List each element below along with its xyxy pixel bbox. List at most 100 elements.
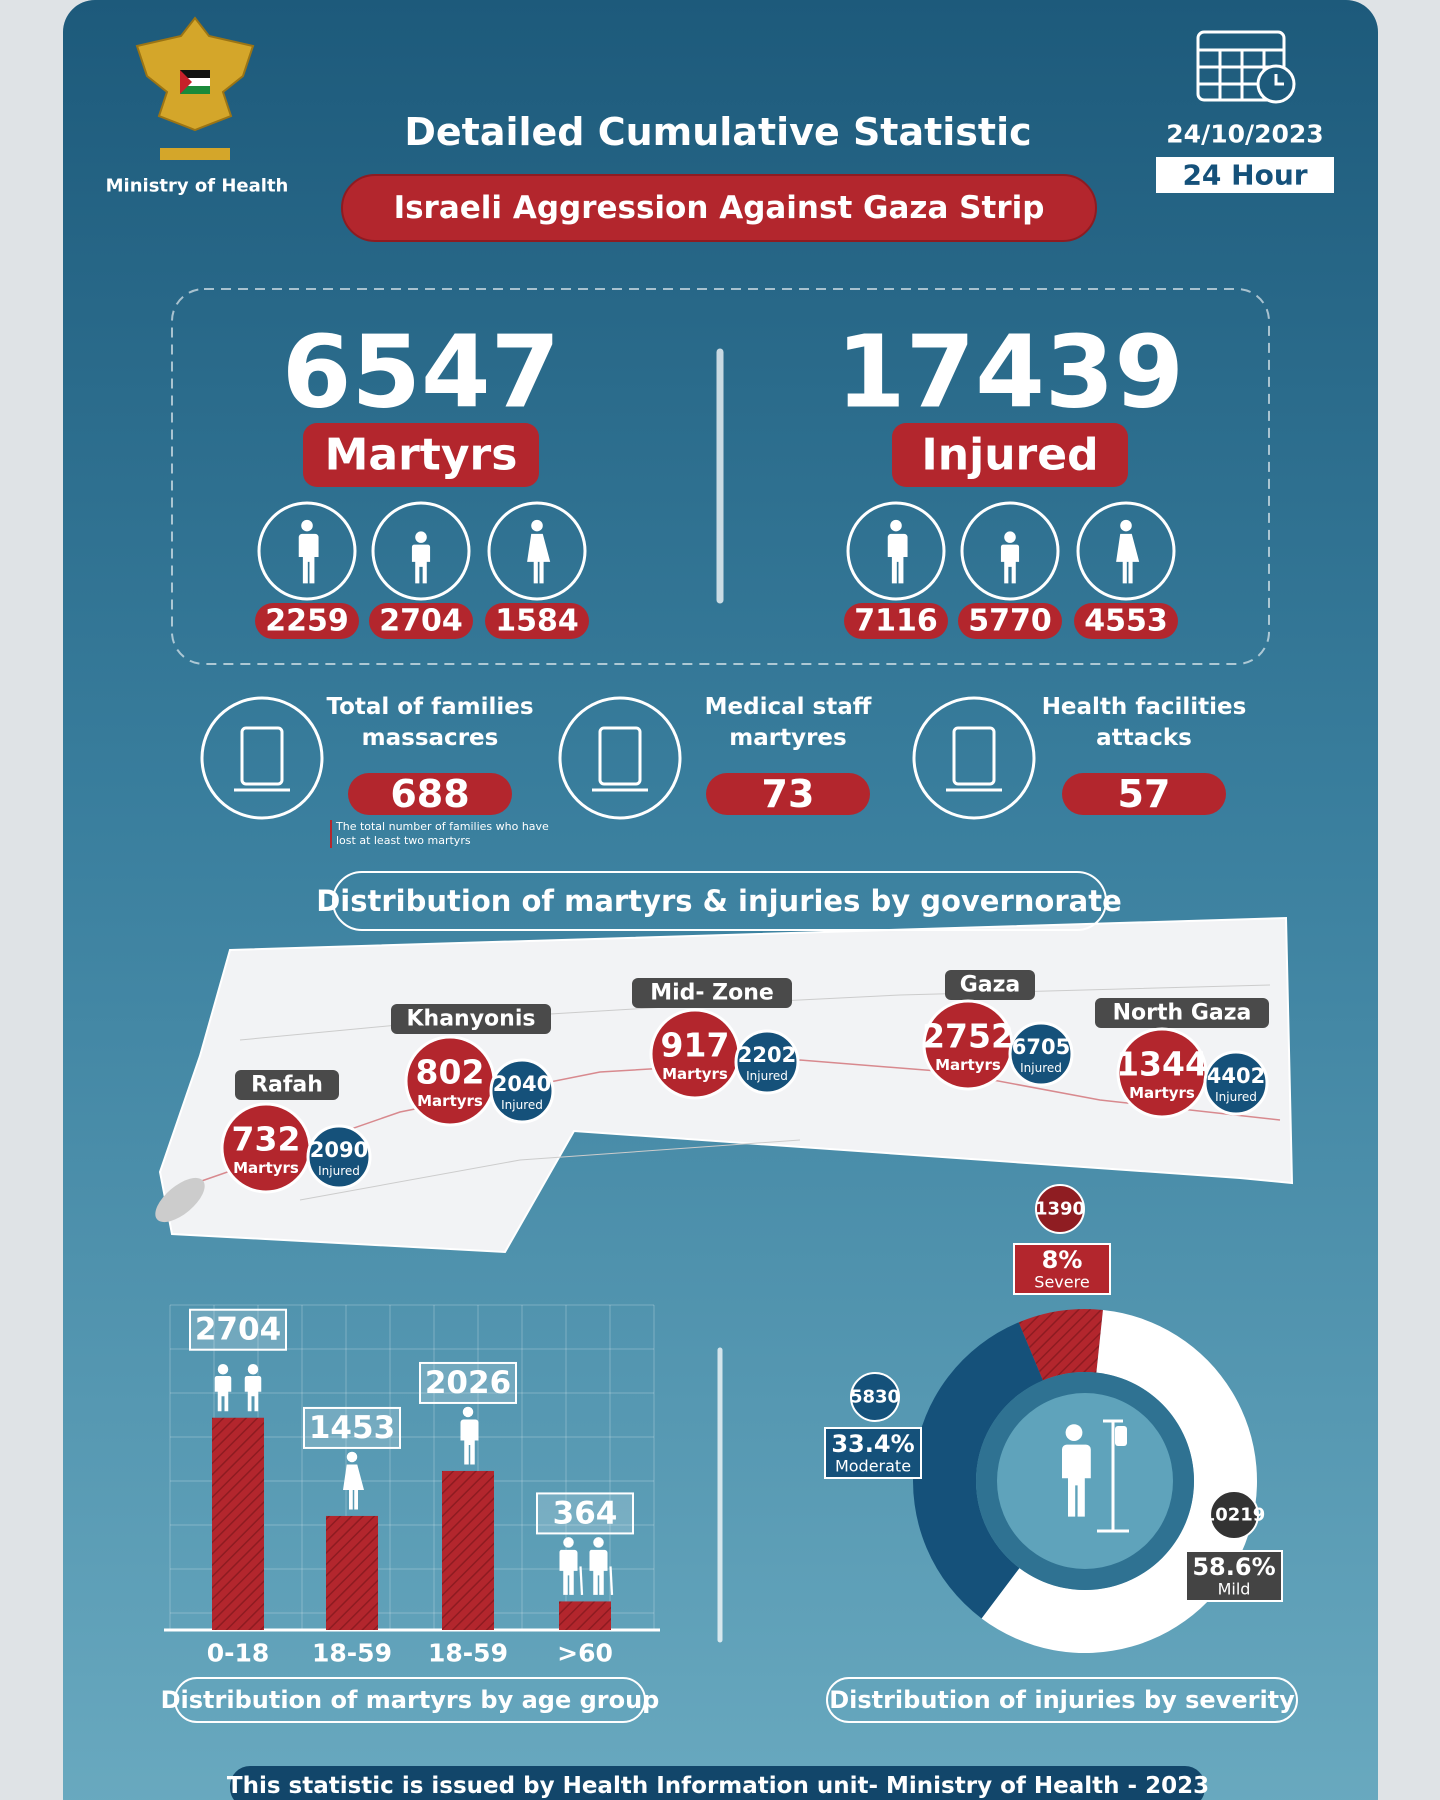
martyrs-unit: Martyrs — [233, 1159, 299, 1177]
value-badge — [1035, 1184, 1085, 1234]
injured-unit: Injured — [501, 1098, 543, 1112]
injured-value: 2040 — [493, 1072, 551, 1096]
breakdown-pill — [255, 603, 359, 639]
x-tick-label: >60 — [557, 1639, 613, 1668]
donut-slice — [1018, 1309, 1103, 1381]
injured-bubble — [1203, 1050, 1269, 1116]
total-value: 17439 — [836, 314, 1184, 431]
governorate-tag — [391, 1004, 551, 1034]
footer: This statistic is issued by Health Infor… — [227, 1773, 1209, 1799]
breakdown-value: 2259 — [265, 604, 349, 639]
martyrs-unit: Martyrs — [935, 1056, 1001, 1074]
martyrs-value: 732 — [232, 1120, 301, 1159]
governorate-tag — [945, 970, 1035, 1000]
chart-title: Distribution of injuries by severity — [829, 1686, 1295, 1714]
x-tick-label: 18-59 — [312, 1639, 392, 1668]
breakdown-pill — [1074, 603, 1178, 639]
total-label: Injured — [921, 430, 1098, 481]
governorate-tag — [1095, 998, 1269, 1028]
ministry-name: Ministry of Health — [106, 176, 289, 197]
icon-ring — [846, 501, 946, 601]
subtitle-pill — [341, 174, 1097, 242]
slice-value: 10219 — [1203, 1505, 1266, 1526]
slice-name: Mild — [1218, 1580, 1251, 1599]
bar-value: 1453 — [309, 1410, 395, 1446]
total-label: Martyrs — [325, 430, 518, 481]
percent-box — [824, 1427, 922, 1479]
injured-unit: Injured — [1215, 1090, 1257, 1104]
injured-value: 6705 — [1012, 1035, 1070, 1059]
governorate-name: Mid- Zone — [650, 981, 774, 1006]
bar — [442, 1470, 494, 1630]
icon-ring — [960, 501, 1060, 601]
breakdown-value: 2704 — [379, 604, 463, 639]
indicator-value: 73 — [762, 772, 815, 816]
governorate-name: Rafah — [251, 1073, 323, 1098]
value-badge — [850, 1372, 900, 1422]
martyrs-value: 917 — [661, 1026, 730, 1065]
injured-value: 4402 — [1207, 1064, 1265, 1088]
total-pill — [303, 423, 539, 487]
injured-unit: Injured — [318, 1164, 360, 1178]
icon-ring — [1076, 501, 1176, 601]
emblem — [135, 16, 255, 160]
breakdown-pill — [485, 603, 589, 639]
indicator-pill — [1062, 773, 1226, 815]
indicator-label: Medical staff martyres — [704, 694, 872, 751]
indicator-label: Total of families massacres — [326, 694, 534, 751]
martyrs-unit: Martyrs — [1129, 1084, 1195, 1102]
value-badge — [1209, 1490, 1259, 1540]
breakdown-pill — [844, 603, 948, 639]
section-pill — [332, 871, 1107, 931]
icon-ring — [487, 501, 587, 601]
indicator-icon — [598, 726, 642, 786]
governorate-name: Khanyonis — [407, 1007, 536, 1032]
iv-bag — [1115, 1426, 1127, 1446]
slice-value: 1390 — [1035, 1199, 1085, 1220]
slice-percent: 33.4% — [831, 1430, 914, 1458]
breakdown-value: 1584 — [495, 604, 579, 639]
indicator-icon — [240, 726, 284, 786]
slice-value: 5830 — [850, 1387, 900, 1408]
donut-core — [997, 1393, 1173, 1569]
martyrs-unit: Martyrs — [417, 1092, 483, 1110]
injured-bubble — [489, 1058, 555, 1124]
total-value: 6547 — [282, 314, 560, 431]
martyrs-unit: Martyrs — [662, 1065, 728, 1083]
icon-ring — [257, 501, 357, 601]
injured-bubble — [734, 1029, 800, 1095]
martyrs-value: 1344 — [1116, 1045, 1208, 1084]
injured-bubble — [306, 1124, 372, 1190]
total-pill — [892, 423, 1128, 487]
slice-percent: 58.6% — [1192, 1553, 1275, 1581]
bar-label-box — [419, 1361, 517, 1404]
martyrs-value: 802 — [416, 1053, 485, 1092]
chart-title: Distribution of martyrs by age group — [161, 1686, 660, 1714]
indicator-ring — [912, 696, 1036, 820]
subtitle: Israeli Aggression Against Gaza Strip — [394, 190, 1045, 226]
indicator-label: Health facilities attacks — [1041, 694, 1247, 751]
breakdown-value: 7116 — [854, 604, 938, 639]
indicator-pill — [348, 773, 512, 815]
governorate-name: Gaza — [960, 973, 1021, 998]
icon-ring — [371, 501, 471, 601]
calendar-icon — [1196, 30, 1296, 104]
bar-value: 2026 — [425, 1365, 511, 1401]
bar-label-box — [536, 1492, 634, 1535]
bar — [212, 1417, 264, 1630]
bar-label-box — [189, 1308, 287, 1351]
injured-bubble — [1008, 1021, 1074, 1087]
slice-name: Moderate — [835, 1457, 911, 1476]
iv-stand — [1097, 1419, 1129, 1533]
injured-unit: Injured — [746, 1069, 788, 1083]
x-tick-label: 18-59 — [428, 1639, 508, 1668]
slice-percent: 8% — [1042, 1246, 1083, 1274]
injured-unit: Injured — [1020, 1061, 1062, 1075]
chart-title-pill — [826, 1677, 1298, 1723]
indicator-ring — [200, 696, 324, 820]
donut-slice — [913, 1322, 1043, 1619]
section-title: Distribution of martyrs & injuries by go… — [316, 884, 1122, 918]
martyrs-value: 2752 — [922, 1017, 1014, 1056]
